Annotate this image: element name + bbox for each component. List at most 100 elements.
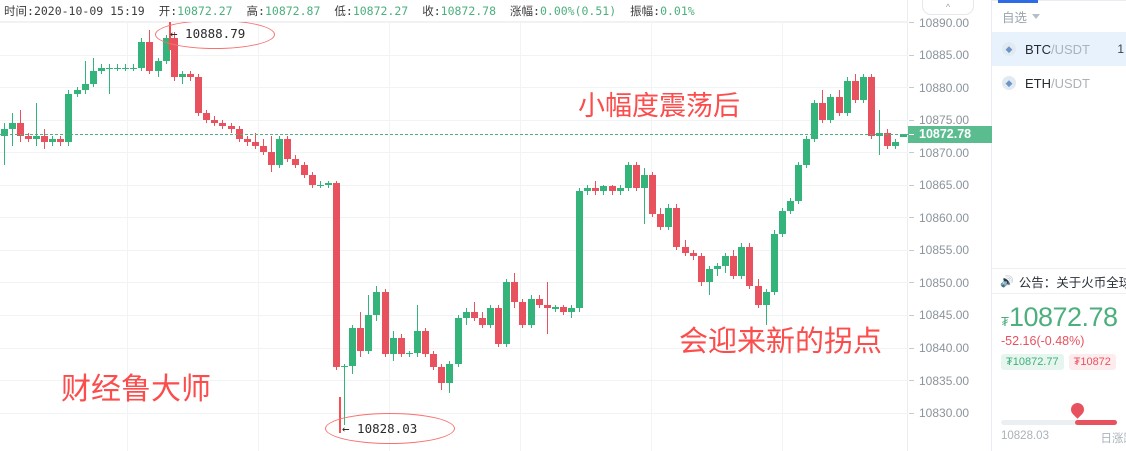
candle-body — [689, 253, 697, 257]
candlestick — [811, 22, 819, 451]
grid-line-vertical — [127, 22, 128, 451]
candlestick — [365, 22, 373, 451]
candlestick — [130, 22, 138, 451]
market-sidebar: 自选 ◆ BTC/USDT 1 ◆ ETH/USDT 🔊 公告：关于火币全球 ₮ 108… — [992, 0, 1126, 451]
candlestick — [705, 22, 713, 451]
candlestick — [795, 22, 803, 451]
candlestick — [649, 22, 657, 451]
candle-body — [414, 331, 422, 353]
candle-body — [49, 139, 57, 143]
chevron-up-icon[interactable]: ^ — [922, 0, 974, 15]
low-marker-tick — [339, 397, 341, 433]
candlestick — [219, 22, 227, 451]
candlestick — [681, 22, 689, 451]
range-pin-marker[interactable] — [1068, 400, 1087, 419]
axis-tick-dash — [909, 282, 914, 284]
chevron-down-icon[interactable] — [1032, 13, 1041, 19]
candle-body — [730, 256, 738, 276]
candlestick — [138, 22, 146, 451]
candle-body — [803, 139, 811, 166]
candlestick — [81, 22, 89, 451]
candlestick — [876, 22, 884, 451]
watchlist-row-eth[interactable]: ◆ ETH/USDT — [992, 66, 1126, 100]
candlestick — [600, 22, 608, 451]
watchlist-quote: /USDT — [1051, 41, 1090, 57]
note-top: 小幅度震荡后 — [578, 91, 740, 122]
candlestick — [292, 22, 300, 451]
candlestick — [722, 22, 730, 451]
range-label-text: 日涨跌 — [1100, 433, 1126, 445]
candle-body — [397, 337, 405, 354]
candle-body — [843, 80, 851, 114]
candle-body — [868, 77, 876, 136]
candlestick — [203, 22, 211, 451]
candle-body — [211, 119, 219, 123]
candle-body — [341, 365, 349, 368]
candle-body — [470, 311, 478, 319]
candlestick — [162, 22, 170, 451]
note-bottom: 会迎来新的拐点 — [679, 324, 883, 358]
watchlist-header[interactable]: 自选 — [992, 4, 1126, 28]
candlestick — [422, 22, 430, 451]
candle-wick — [319, 181, 321, 188]
candlestick — [397, 22, 405, 451]
axis-tick-dash — [909, 314, 914, 316]
candlestick — [511, 22, 519, 451]
candlestick — [730, 22, 738, 451]
candle-wick — [765, 288, 767, 325]
candle-body — [705, 269, 713, 283]
candle-body — [154, 61, 162, 71]
grid-line-horizontal — [0, 184, 908, 186]
last-price-dash — [909, 133, 914, 135]
axis-tick: 10865.00 — [908, 178, 992, 193]
watchlist-row-btc[interactable]: ◆ BTC/USDT 1 — [992, 32, 1126, 66]
axis-tick-label: 10845.00 — [919, 308, 970, 323]
axis-tick-label: 10830.00 — [919, 406, 970, 421]
candlestick — [8, 22, 16, 451]
ohlc-close: 收:10872.78 — [422, 3, 497, 18]
candle-body — [527, 298, 535, 325]
candle-body — [616, 188, 624, 192]
axis-tick-dash — [909, 412, 914, 414]
candlestick — [114, 22, 122, 451]
ohlc-time: 时间:2020-10-09 15:19 — [4, 3, 145, 18]
candlestick-plot[interactable]: ← 10888.79 ← 10828.03 小幅度震荡后 会迎来新的拐点 财经鲁… — [0, 22, 908, 451]
currency-symbol: ₮ — [1001, 314, 1009, 329]
candlestick — [97, 22, 105, 451]
axis-tick-dash — [909, 347, 914, 349]
candlestick — [568, 22, 576, 451]
candlestick — [259, 22, 267, 451]
candlestick — [414, 22, 422, 451]
candle-body — [300, 165, 308, 175]
ask-pill[interactable]: ₮10872 — [1068, 354, 1116, 370]
candle-body — [495, 308, 503, 345]
candlestick — [243, 22, 251, 451]
signature-text: 财经鲁大师 — [61, 372, 211, 407]
candlestick — [543, 22, 551, 451]
candlestick — [535, 22, 543, 451]
watchlist-title: 自选 — [1002, 10, 1028, 25]
candle-wick — [595, 181, 597, 195]
announcement-bar[interactable]: 🔊 公告：关于火币全球 — [992, 268, 1126, 294]
candle-body — [405, 352, 413, 355]
axis-tick-dash — [909, 22, 914, 23]
candlestick — [713, 22, 721, 451]
axis-tick-label: 10840.00 — [919, 341, 970, 355]
low-marker-label: ← 10828.03 — [342, 421, 418, 436]
range-low-value: 10828.03 — [1001, 430, 1049, 442]
watchlist-price: 1 — [1117, 42, 1124, 56]
candlestick — [470, 22, 478, 451]
range-track[interactable] — [1001, 420, 1117, 425]
candlestick — [178, 22, 186, 451]
chart-grid — [0, 22, 908, 451]
candlestick — [446, 22, 454, 451]
axis-tick-label: 10880.00 — [919, 80, 970, 95]
candle-body — [478, 318, 486, 325]
bid-pill[interactable]: ₮10872.77 — [1001, 354, 1064, 370]
candlestick — [754, 22, 762, 451]
candle-wick — [35, 103, 37, 146]
candle-body — [122, 67, 130, 70]
sidebar-tab-strip[interactable] — [992, 0, 1126, 3]
candlestick — [486, 22, 494, 451]
axis-tick-dash — [909, 119, 914, 121]
